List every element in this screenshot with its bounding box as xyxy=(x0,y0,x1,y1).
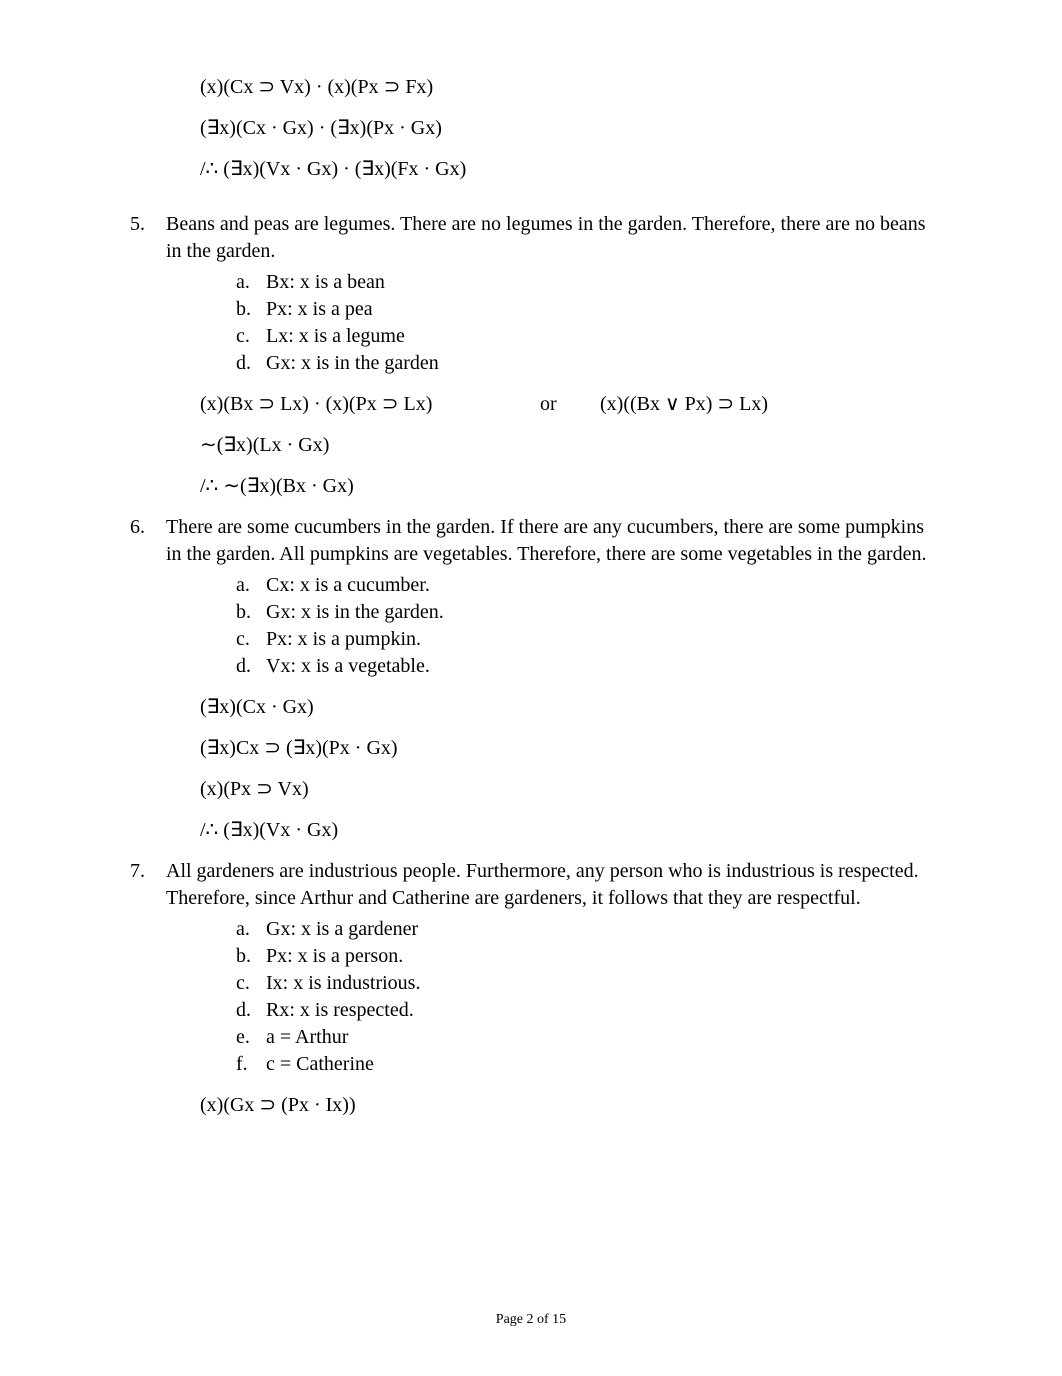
list-letter: c. xyxy=(236,970,266,997)
predicate-def: Bx: x is a bean xyxy=(266,269,932,296)
predicate-def: Px: x is a person. xyxy=(266,943,932,970)
formula: (x)(Px ⊃ Vx) xyxy=(200,776,932,803)
page-footer: Page 2 of 15 xyxy=(0,1311,1062,1330)
or-label: or xyxy=(540,391,600,418)
list-letter: a. xyxy=(236,916,266,943)
predicate-def: Vx: x is a vegetable. xyxy=(266,653,932,680)
list-letter: b. xyxy=(236,296,266,323)
formula: (x)(Bx ⊃ Lx) · (x)(Px ⊃ Lx) xyxy=(200,391,540,418)
formula: ∼(∃x)(Lx · Gx) xyxy=(200,432,932,459)
list-letter: d. xyxy=(236,997,266,1024)
question-text: All gardeners are industrious people. Fu… xyxy=(166,858,932,912)
question-text: There are some cucumbers in the garden. … xyxy=(166,514,932,568)
formula: (∃x)(Cx · Gx) · (∃x)(Px · Gx) xyxy=(200,115,932,142)
list-letter: c. xyxy=(236,626,266,653)
question-number: 6. xyxy=(130,516,145,538)
formula: (x)(Gx ⊃ (Px · Ix)) xyxy=(200,1092,932,1119)
predicate-def: Px: x is a pea xyxy=(266,296,932,323)
list-letter: e. xyxy=(236,1024,266,1051)
predicate-def: Rx: x is respected. xyxy=(266,997,932,1024)
predicate-def: Cx: x is a cucumber. xyxy=(266,572,932,599)
predicate-def: Gx: x is in the garden xyxy=(266,350,932,377)
formula: /∴ (∃x)(Vx · Gx) · (∃x)(Fx · Gx) xyxy=(200,156,932,183)
question-number: 7. xyxy=(130,860,145,882)
list-letter: a. xyxy=(236,572,266,599)
constant-def: c = Catherine xyxy=(266,1051,932,1078)
list-letter: c. xyxy=(236,323,266,350)
predicate-def: Px: x is a pumpkin. xyxy=(266,626,932,653)
list-letter: b. xyxy=(236,943,266,970)
list-letter: d. xyxy=(236,653,266,680)
formula: /∴ ∼(∃x)(Bx · Gx) xyxy=(200,473,932,500)
formula: (x)((Bx ∨ Px) ⊃ Lx) xyxy=(600,391,932,418)
predicate-def: Lx: x is a legume xyxy=(266,323,932,350)
question-text: Beans and peas are legumes. There are no… xyxy=(166,211,932,265)
question-7: 7. All gardeners are industrious people.… xyxy=(130,858,932,1119)
formula: (∃x)Cx ⊃ (∃x)(Px · Gx) xyxy=(200,735,932,762)
formula: (x)(Cx ⊃ Vx) · (x)(Px ⊃ Fx) xyxy=(200,74,932,101)
predicate-def: Ix: x is industrious. xyxy=(266,970,932,997)
question-number: 5. xyxy=(130,213,145,235)
predicate-def: Gx: x is a gardener xyxy=(266,916,932,943)
list-letter: b. xyxy=(236,599,266,626)
list-letter: f. xyxy=(236,1051,266,1078)
predicate-def: Gx: x is in the garden. xyxy=(266,599,932,626)
list-letter: d. xyxy=(236,350,266,377)
constant-def: a = Arthur xyxy=(266,1024,932,1051)
question-5: 5. Beans and peas are legumes. There are… xyxy=(130,211,932,500)
formula: /∴ (∃x)(Vx · Gx) xyxy=(200,817,932,844)
list-letter: a. xyxy=(236,269,266,296)
question-6: 6. There are some cucumbers in the garde… xyxy=(130,514,932,844)
formula: (∃x)(Cx · Gx) xyxy=(200,694,932,721)
